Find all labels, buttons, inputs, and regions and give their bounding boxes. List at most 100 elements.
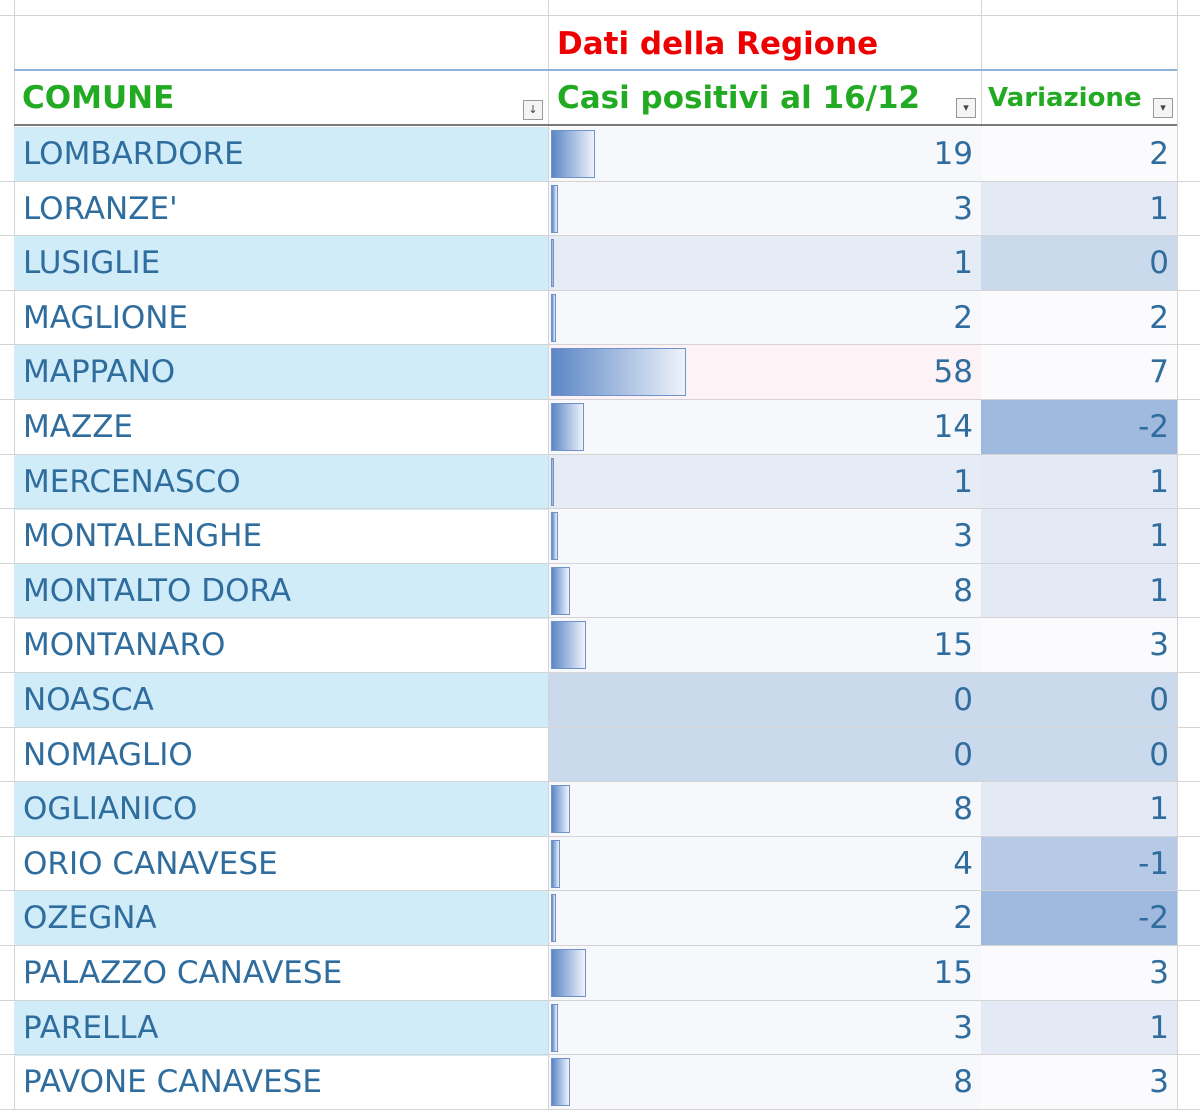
data-bar xyxy=(551,130,595,178)
cell-variazione[interactable]: 0 xyxy=(981,727,1177,783)
cell-comune[interactable]: PALAZZO CANAVESE xyxy=(23,955,343,991)
cell-comune[interactable]: ORIO CANAVESE xyxy=(23,845,278,882)
cell-variazione[interactable]: 2 xyxy=(981,290,1177,346)
table-row: MAZZE 14 -2 xyxy=(0,400,1200,455)
sort-filter-icon[interactable]: ↓ xyxy=(523,100,543,120)
value-variazione: 3 xyxy=(1149,1064,1169,1101)
cell-variazione[interactable]: -2 xyxy=(981,891,1177,947)
cell-casi[interactable]: 1 xyxy=(549,236,981,292)
cell-comune[interactable]: MONTALTO DORA xyxy=(14,563,548,619)
cell-comune[interactable]: OZEGNA xyxy=(14,891,548,947)
cell-casi[interactable]: 19 xyxy=(549,127,981,182)
cell-casi[interactable]: 3 xyxy=(549,181,981,237)
value-casi: 0 xyxy=(953,682,973,718)
cell-variazione[interactable]: 3 xyxy=(981,946,1177,1001)
cell-variazione[interactable]: 1 xyxy=(981,563,1177,619)
cell-comune[interactable]: PARELLA xyxy=(14,1000,548,1056)
value-casi: 58 xyxy=(933,354,973,391)
grid-line xyxy=(0,235,1200,237)
value-variazione: -2 xyxy=(1138,409,1169,445)
data-bar xyxy=(551,512,558,561)
cell-comune[interactable]: NOMAGLIO xyxy=(23,736,193,773)
cell-comune[interactable]: LOMBARDORE xyxy=(14,127,548,182)
column-header-variazione: Variazione xyxy=(988,83,1142,113)
data-bar xyxy=(551,239,554,288)
grid-line xyxy=(0,726,1200,728)
header-separator xyxy=(14,69,1177,71)
table-row: MONTALTO DORA 8 1 xyxy=(0,563,1200,619)
cell-variazione[interactable]: 0 xyxy=(981,236,1177,292)
cell-casi[interactable]: 58 xyxy=(549,345,981,401)
value-variazione: -1 xyxy=(1138,845,1169,882)
value-casi: 0 xyxy=(953,736,973,773)
cell-casi[interactable]: 0 xyxy=(549,673,981,728)
cell-variazione[interactable]: 1 xyxy=(981,454,1177,510)
cell-variazione[interactable]: 0 xyxy=(981,673,1177,728)
grid-line xyxy=(1177,0,1178,1109)
grid-line xyxy=(0,289,1200,291)
column-header-comune: COMUNE xyxy=(22,80,175,116)
cell-variazione[interactable]: 2 xyxy=(981,127,1177,182)
grid-line xyxy=(0,781,1200,783)
grid-line xyxy=(0,453,1200,455)
table-row: ORIO CANAVESE 4 -1 xyxy=(0,836,1200,892)
cell-variazione[interactable]: 1 xyxy=(981,509,1177,565)
cell-casi[interactable]: 3 xyxy=(549,1000,981,1056)
value-variazione: 2 xyxy=(1149,299,1169,336)
cell-comune[interactable]: LUSIGLIE xyxy=(14,236,548,292)
cell-casi[interactable]: 2 xyxy=(549,891,981,947)
cell-variazione[interactable]: -1 xyxy=(981,836,1177,892)
cell-comune[interactable]: MONTALENGHE xyxy=(23,518,263,555)
cell-comune[interactable]: MAGLIONE xyxy=(23,299,189,336)
value-variazione: 1 xyxy=(1149,190,1169,227)
table-row: PARELLA 3 1 xyxy=(0,1000,1200,1056)
cell-comune[interactable]: LORANZE' xyxy=(23,190,178,227)
data-bar xyxy=(551,785,570,834)
cell-comune[interactable]: MERCENASCO xyxy=(14,454,548,510)
cell-casi[interactable]: 14 xyxy=(549,400,981,455)
filter-dropdown-icon[interactable]: ▾ xyxy=(1153,98,1173,118)
cell-casi[interactable]: 1 xyxy=(549,454,981,510)
value-casi: 3 xyxy=(953,190,973,227)
cell-variazione[interactable]: 1 xyxy=(981,782,1177,838)
cell-casi[interactable]: 0 xyxy=(549,727,981,783)
value-variazione: 2 xyxy=(1149,136,1169,172)
table-row: NOMAGLIO 0 0 xyxy=(0,727,1200,783)
cell-casi[interactable]: 15 xyxy=(549,618,981,674)
cell-variazione[interactable]: 1 xyxy=(981,181,1177,237)
cell-comune[interactable]: PAVONE CANAVESE xyxy=(23,1064,322,1101)
column-header-casi: Casi positivi al 16/12 xyxy=(557,80,921,116)
cell-casi[interactable]: 4 xyxy=(549,836,981,892)
cell-variazione[interactable]: -2 xyxy=(981,400,1177,455)
cell-variazione[interactable]: 7 xyxy=(981,345,1177,401)
value-variazione: 7 xyxy=(1149,354,1169,391)
table-row: LUSIGLIE 1 0 xyxy=(0,236,1200,292)
cell-comune[interactable]: NOASCA xyxy=(14,673,548,728)
cell-comune[interactable]: MAZZE xyxy=(23,409,134,445)
value-casi: 4 xyxy=(953,845,973,882)
table-row: OZEGNA 2 -2 xyxy=(0,891,1200,947)
cell-variazione[interactable]: 3 xyxy=(981,1055,1177,1110)
data-bar xyxy=(551,1058,570,1107)
cell-casi[interactable]: 8 xyxy=(549,782,981,838)
cell-comune[interactable]: MAPPANO xyxy=(14,345,548,401)
cell-variazione[interactable]: 3 xyxy=(981,618,1177,674)
value-casi: 1 xyxy=(953,245,973,282)
data-bar xyxy=(551,621,586,670)
filter-dropdown-icon[interactable]: ▾ xyxy=(956,98,976,118)
table-row: NOASCA 0 0 xyxy=(0,673,1200,728)
cell-variazione[interactable]: 1 xyxy=(981,1000,1177,1056)
cell-casi[interactable]: 2 xyxy=(549,290,981,346)
data-bar xyxy=(551,184,558,233)
cell-casi[interactable]: 3 xyxy=(549,509,981,565)
table-row: PAVONE CANAVESE 8 3 xyxy=(0,1055,1200,1110)
cell-comune[interactable]: OGLIANICO xyxy=(14,782,548,838)
value-casi: 8 xyxy=(953,1064,973,1101)
cell-casi[interactable]: 8 xyxy=(549,1055,981,1110)
cell-casi[interactable]: 8 xyxy=(549,563,981,619)
data-bar xyxy=(551,348,686,397)
cell-casi[interactable]: 15 xyxy=(549,946,981,1001)
value-variazione: 1 xyxy=(1149,1009,1169,1046)
cell-comune[interactable]: MONTANARO xyxy=(23,627,226,664)
